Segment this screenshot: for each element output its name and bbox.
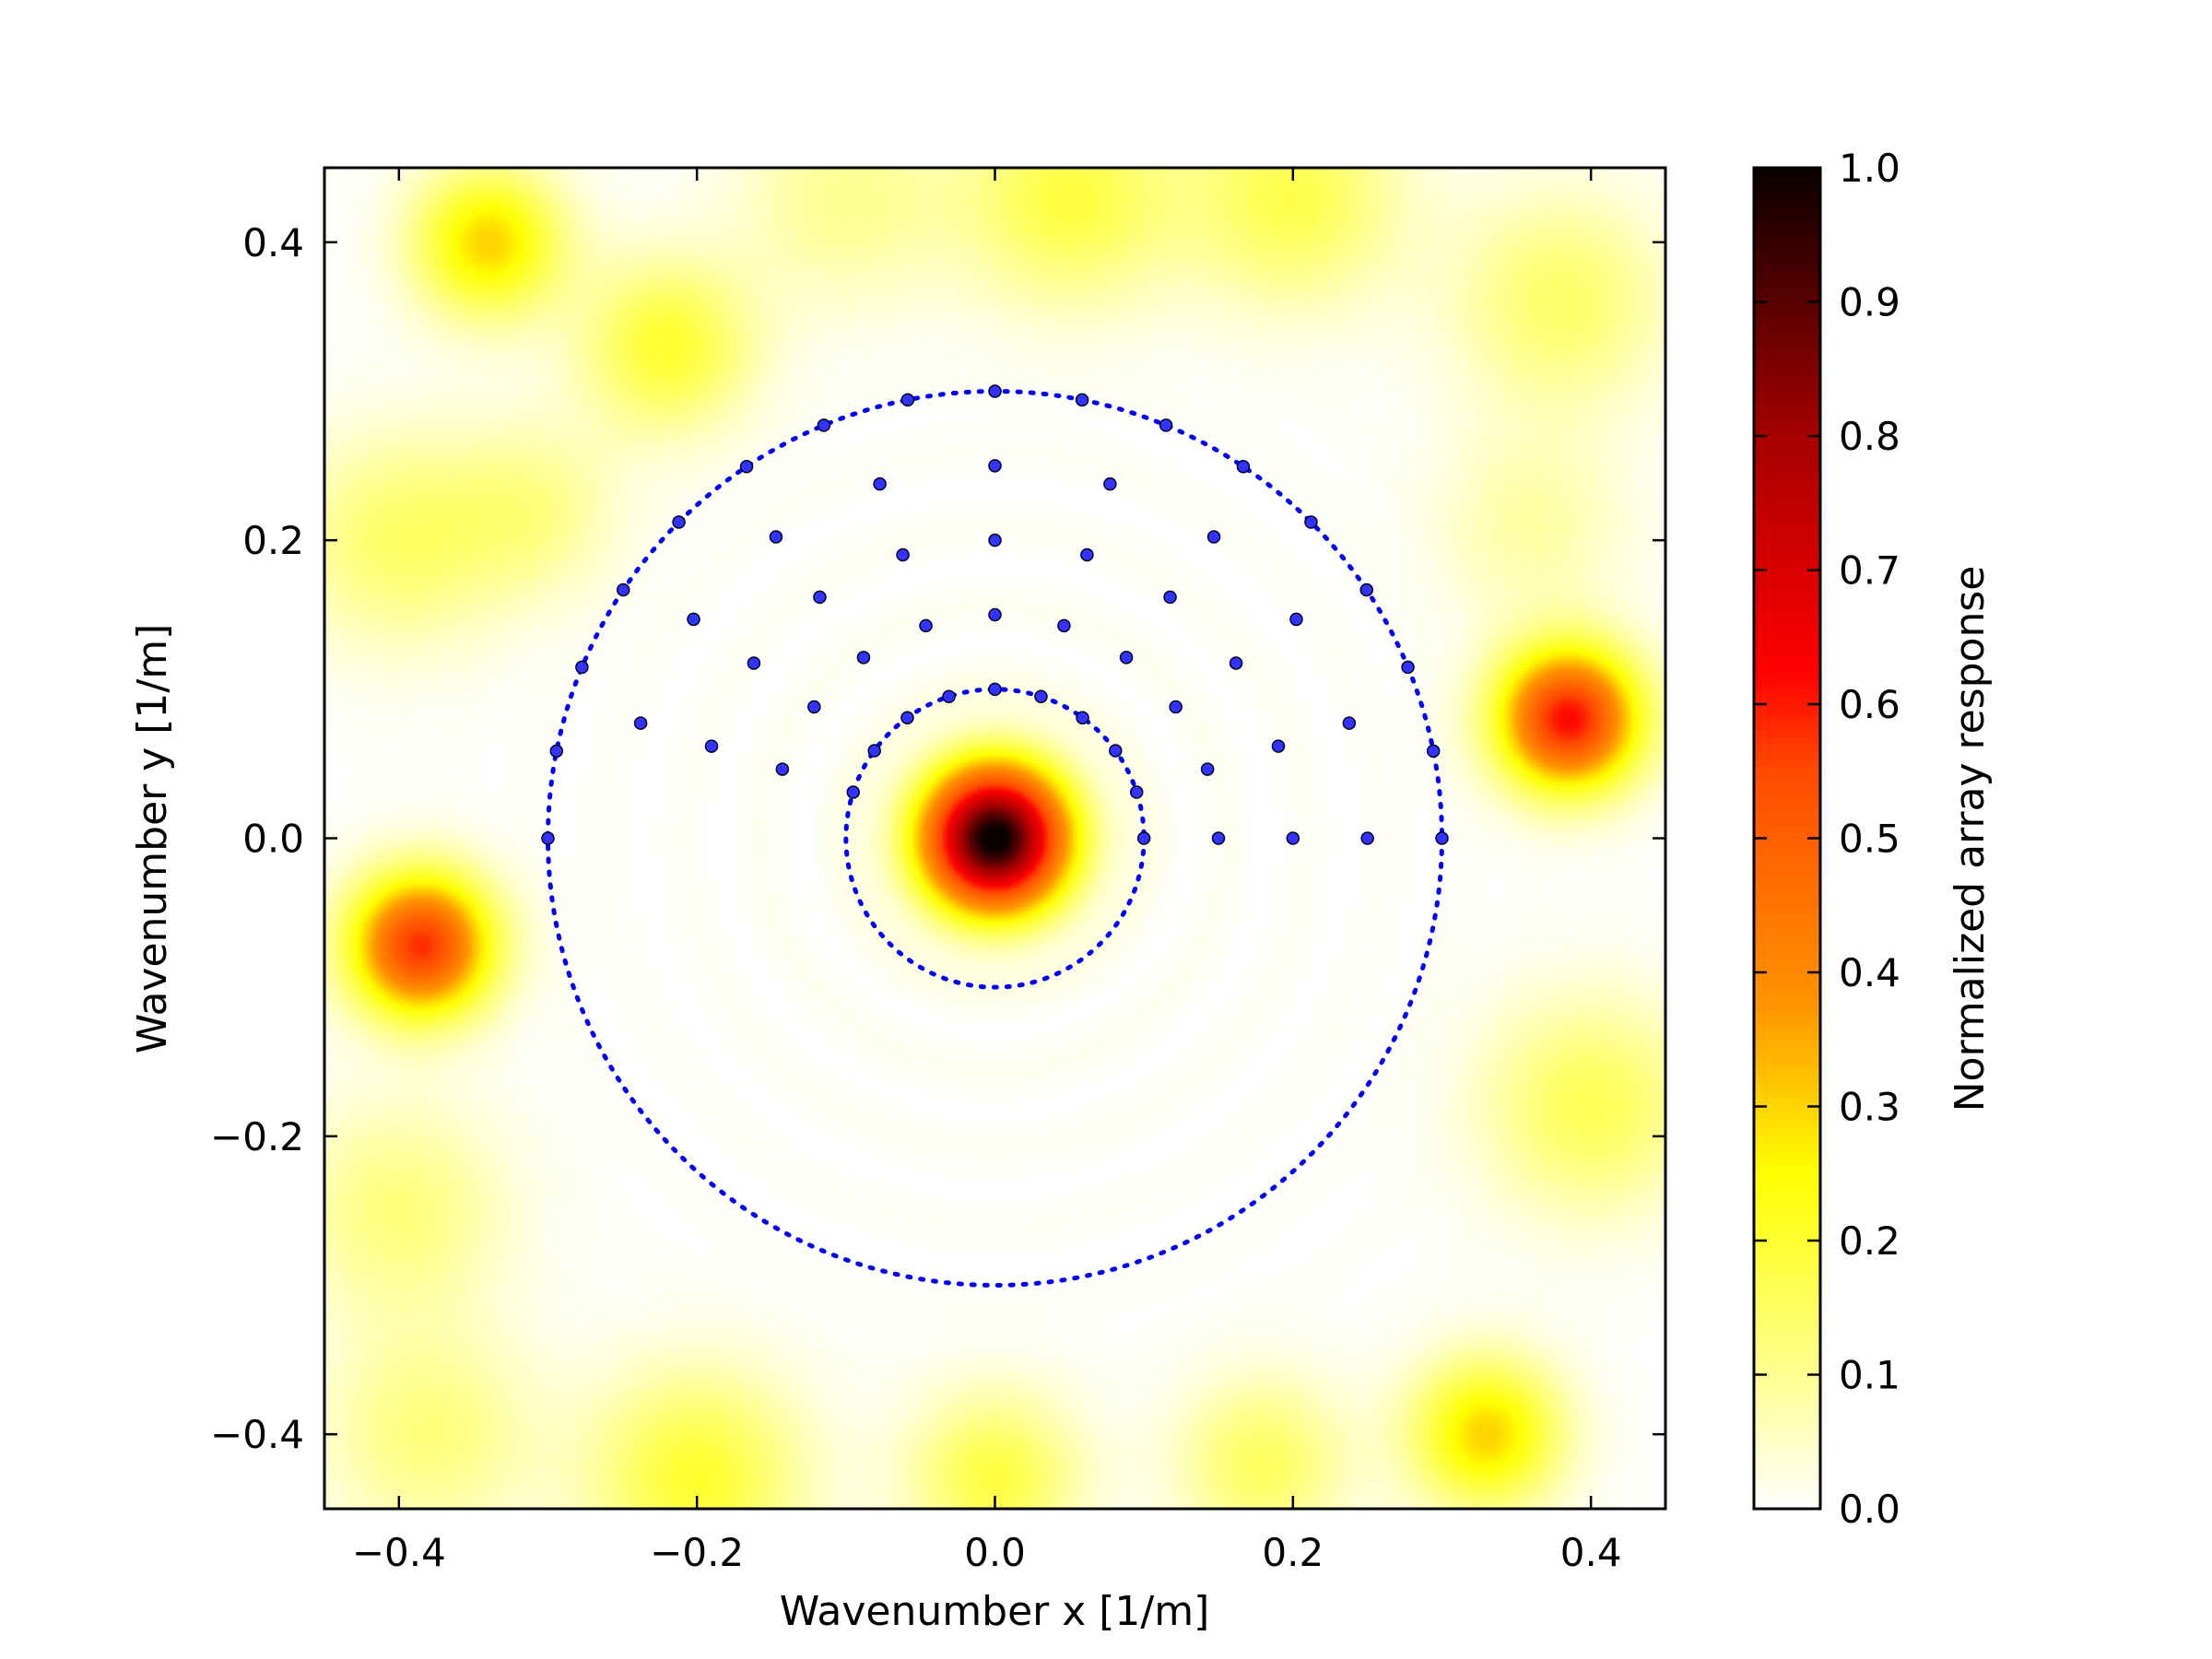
array-point [1401,660,1415,675]
colorbar-tick-label: 1.0 [1839,146,1900,191]
array-point [1136,831,1151,845]
array-point [1057,618,1071,633]
y-tick-label: 0.4 [242,220,304,265]
array-point [1076,711,1089,724]
array-point [747,656,761,670]
array-point [1169,700,1182,714]
array-point [1159,418,1173,432]
y-tick-label: −0.4 [210,1412,304,1457]
array-point [856,651,871,665]
array-point [1075,393,1089,407]
array-point [672,515,686,529]
colorbar-tick-label: 0.0 [1839,1487,1900,1532]
array-point [1342,716,1357,730]
array-point [1034,689,1048,703]
x-tick-label: 0.2 [1262,1530,1324,1575]
colorbar-tick-label: 0.1 [1839,1353,1900,1398]
x-tick-label: 0.0 [964,1530,1026,1575]
colorbar-tick-label: 0.3 [1839,1085,1900,1130]
array-point [1229,656,1243,670]
colorbar-label: Normalized array response [1947,566,1994,1112]
array-point [1286,831,1300,845]
y-tick-label: 0.2 [242,518,304,563]
array-point [1304,515,1318,529]
x-tick-label: −0.4 [352,1530,446,1575]
x-tick-label: 0.4 [1560,1530,1622,1575]
array-point [1080,547,1094,562]
plot-area: −0.4 −0.2 0.0 0.2 0.4 −0.4 −0.2 0.0 0.2 0.4 [210,166,1667,1575]
array-point [1435,831,1449,845]
colorbar: 0.0 0.1 0.2 0.3 0.4 0.5 0.6 0.7 0.8 0.9 1.0 Normal… [1752,146,1994,1532]
array-point [739,459,754,474]
array-point [1119,651,1134,665]
y-tick-label: 0.0 [242,817,304,862]
array-point [775,762,790,776]
array-point [988,682,1002,697]
array-point [549,744,564,759]
colorbar-tick-label: 0.6 [1839,682,1900,727]
array-point [1360,831,1374,845]
array-point [988,459,1002,473]
array-point [541,831,555,845]
y-axis-ticks: −0.4 −0.2 0.0 0.2 0.4 [210,220,1665,1457]
x-tick-label: −0.2 [650,1530,744,1575]
array-point [896,547,910,562]
array-point [1289,612,1303,627]
array-point [1271,739,1286,753]
array-point [817,418,831,432]
x-axis-ticks: −0.4 −0.2 0.0 0.2 0.4 [352,168,1622,1575]
array-point [900,711,914,724]
array-point [1359,582,1374,597]
x-axis-label: Wavenumber x [1/m] [780,1588,1210,1635]
scatter-points-layer [541,384,1449,845]
array-point [1130,785,1144,799]
array-point [988,384,1002,398]
array-point [687,612,700,627]
array-point [813,590,827,605]
array-point [873,477,887,491]
colorbar-tick-label: 0.4 [1839,950,1900,995]
array-point [1163,590,1177,605]
colorbar-tick-label: 0.7 [1839,548,1900,594]
y-tick-label: −0.2 [210,1114,304,1159]
array-point [575,660,589,675]
colorbar-tick-label: 0.5 [1839,817,1900,862]
array-point [900,393,915,407]
array-point [988,533,1002,547]
colorbar-ticks: 0.0 0.1 0.2 0.3 0.4 0.5 0.6 0.7 0.8 0.9 1.0 [1754,146,1900,1532]
array-point [633,716,648,730]
array-point [846,785,860,799]
array-point [988,607,1002,622]
array-point [1236,459,1251,474]
array-point [1109,744,1123,758]
colorbar-tick-label: 0.8 [1839,414,1900,459]
array-point [919,618,933,633]
array-point [1211,831,1226,845]
colorbar-tick-label: 0.9 [1839,280,1900,325]
array-point [1206,530,1221,544]
colorbar-tick-label: 0.2 [1839,1218,1900,1264]
array-point [1426,744,1441,759]
array-point [769,530,783,544]
array-point [867,744,881,758]
array-point [1200,762,1215,776]
y-axis-label: Wavenumber y [1/m] [129,624,176,1054]
array-point [807,700,821,714]
array-response-heatmap [324,168,1665,1509]
array-point [704,739,719,753]
array-point [942,689,956,703]
array-point [616,582,630,597]
array-point [1103,477,1117,491]
